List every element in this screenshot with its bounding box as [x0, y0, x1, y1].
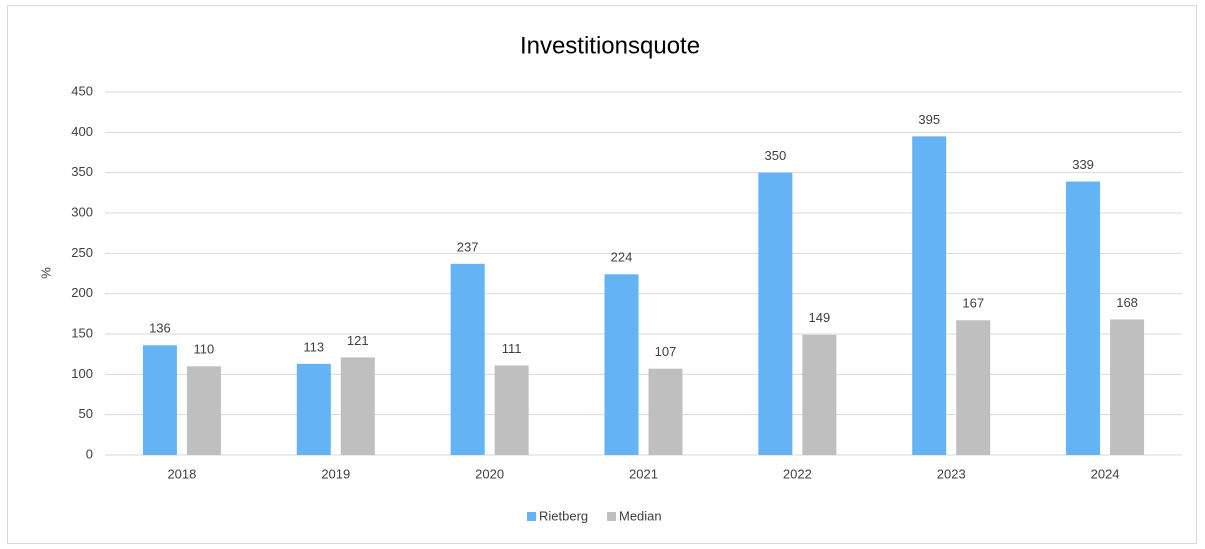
- data-label: 111: [502, 341, 522, 356]
- bar: [1110, 319, 1145, 455]
- y-axis-label: %: [38, 267, 53, 279]
- y-tick-label: 0: [86, 446, 93, 461]
- x-tick-label: 2018: [167, 466, 196, 481]
- y-tick-label: 150: [71, 325, 93, 340]
- data-label: 167: [962, 296, 984, 311]
- data-label: 113: [303, 339, 324, 354]
- x-tick-label: 2021: [629, 466, 658, 481]
- y-tick-label: 250: [71, 245, 93, 260]
- y-tick-label: 350: [71, 164, 93, 179]
- chart-title: Investitionsquote: [520, 32, 700, 59]
- legend-label: Rietberg: [539, 508, 588, 523]
- legend-swatch: [527, 512, 536, 521]
- bar: [296, 363, 331, 455]
- x-tick-label: 2019: [321, 466, 350, 481]
- bar: [1066, 181, 1101, 456]
- legend-swatch: [607, 512, 616, 521]
- bar: [648, 368, 683, 455]
- data-label: 136: [149, 321, 171, 336]
- data-label: 168: [1116, 295, 1138, 310]
- y-tick-label: 400: [71, 124, 93, 139]
- data-label: 149: [809, 310, 831, 325]
- y-tick-label: 450: [71, 83, 93, 98]
- bar: [956, 320, 991, 455]
- bar: [758, 172, 793, 455]
- legend-label: Median: [619, 508, 662, 523]
- data-label: 107: [655, 344, 677, 359]
- bar: [494, 365, 529, 455]
- data-label: 121: [347, 333, 369, 348]
- x-tick-label: 2023: [937, 466, 966, 481]
- bar: [450, 263, 485, 455]
- y-tick-label: 300: [71, 204, 93, 219]
- y-tick-label: 50: [79, 406, 93, 421]
- bar: [604, 274, 639, 455]
- data-label: 350: [765, 148, 787, 163]
- data-label: 395: [918, 112, 940, 127]
- bar: [912, 136, 947, 455]
- data-label: 339: [1072, 157, 1094, 172]
- bar: [802, 334, 837, 455]
- x-tick-label: 2022: [783, 466, 812, 481]
- y-tick-label: 100: [71, 366, 93, 381]
- data-label: 110: [194, 342, 215, 357]
- bar: [186, 366, 221, 455]
- bar: [142, 345, 177, 455]
- x-tick-label: 2020: [475, 466, 504, 481]
- chart-frame: [7, 5, 1197, 544]
- data-label: 237: [457, 239, 479, 254]
- bar: [340, 357, 375, 455]
- y-tick-label: 200: [71, 285, 93, 300]
- data-label: 224: [611, 250, 633, 265]
- x-tick-label: 2024: [1091, 466, 1120, 481]
